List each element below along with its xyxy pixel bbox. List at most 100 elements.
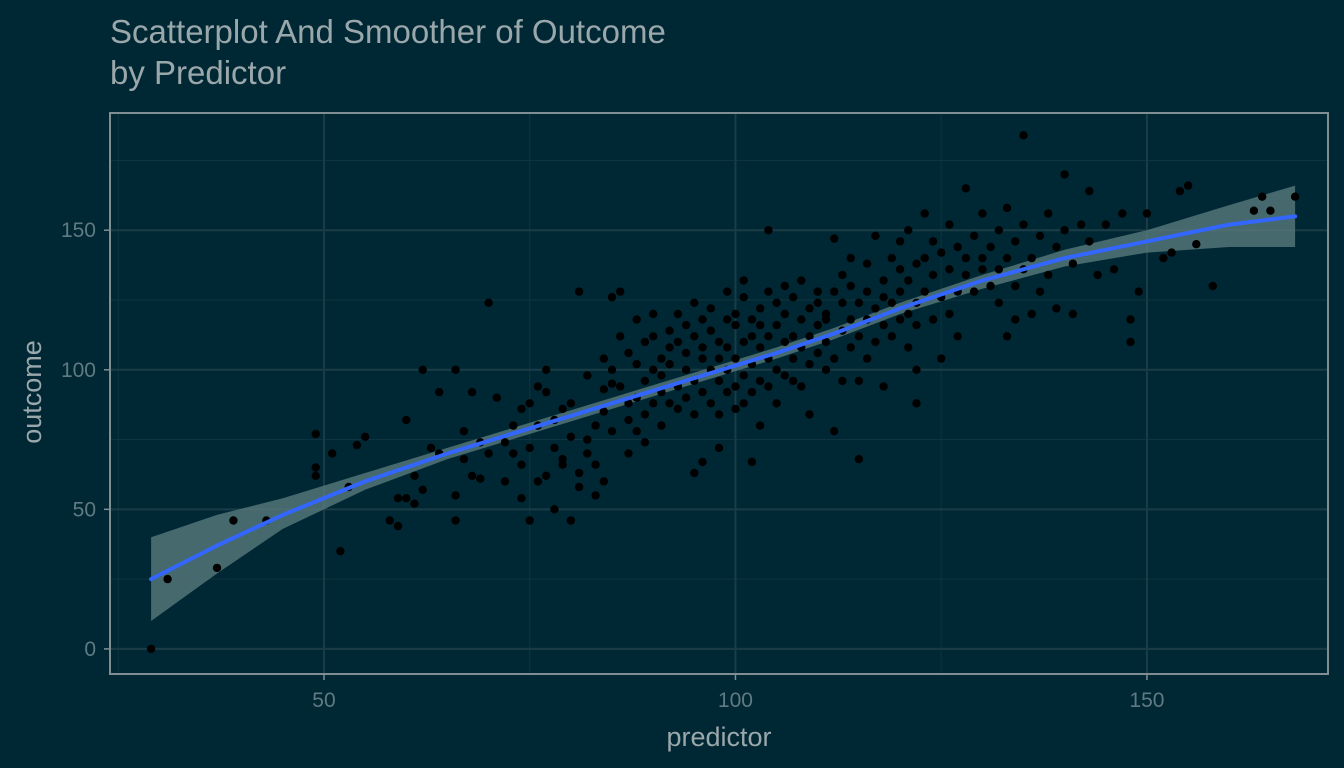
data-point <box>657 354 666 363</box>
data-point <box>616 332 625 341</box>
y-axis-title: outcome <box>17 340 47 444</box>
data-point <box>542 471 551 480</box>
data-point <box>410 471 419 480</box>
data-point <box>747 315 757 324</box>
data-point <box>805 304 814 313</box>
data-point <box>649 332 658 341</box>
data-point <box>821 337 831 347</box>
data-point <box>607 293 617 302</box>
data-point <box>542 365 551 374</box>
data-point <box>780 281 789 291</box>
data-point <box>813 287 822 296</box>
data-point <box>723 287 732 296</box>
smoother-path <box>149 214 1298 582</box>
data-point <box>879 293 888 302</box>
data-point <box>986 242 995 252</box>
data-point <box>402 415 411 425</box>
data-point <box>928 237 938 246</box>
data-point <box>830 354 839 363</box>
data-point <box>747 332 757 341</box>
data-point <box>846 315 855 324</box>
data-point <box>484 298 493 307</box>
data-point <box>830 287 839 296</box>
data-point <box>1002 332 1012 341</box>
data-point <box>714 354 724 363</box>
data-point <box>599 385 608 394</box>
data-point <box>649 309 658 319</box>
data-point <box>509 421 518 430</box>
data-point <box>928 270 938 280</box>
data-point <box>862 287 872 296</box>
data-point <box>607 379 617 388</box>
data-point <box>681 393 691 402</box>
data-point <box>558 404 567 414</box>
data-point <box>574 468 584 478</box>
data-point <box>599 407 608 416</box>
x-axis-title: predictor <box>666 722 771 752</box>
data-point <box>747 457 757 467</box>
data-point <box>805 410 814 419</box>
data-point <box>904 309 913 319</box>
data-point <box>706 399 715 408</box>
data-point <box>1192 240 1201 249</box>
x-tick-label: 100 <box>718 689 753 712</box>
data-point <box>550 505 559 514</box>
data-point <box>698 457 707 467</box>
data-point <box>607 427 617 436</box>
data-point <box>385 516 394 525</box>
data-point <box>764 382 773 391</box>
data-point <box>714 443 724 453</box>
data-point <box>731 320 740 330</box>
data-point <box>879 276 888 285</box>
data-point <box>1085 186 1094 196</box>
data-point <box>583 371 592 380</box>
data-point <box>945 220 954 229</box>
data-point <box>467 471 477 480</box>
data-point <box>533 382 543 391</box>
data-point <box>1052 242 1061 252</box>
data-point <box>739 371 748 380</box>
data-point <box>1085 237 1094 246</box>
data-point <box>780 371 789 380</box>
data-point <box>887 253 896 263</box>
data-point <box>410 499 419 508</box>
data-point <box>895 265 905 274</box>
data-point <box>961 253 971 263</box>
data-point <box>624 399 633 408</box>
data-point <box>640 376 650 386</box>
confidence-band <box>151 185 1296 621</box>
data-point <box>566 399 576 408</box>
data-point <box>525 443 534 453</box>
data-point <box>1052 304 1061 313</box>
data-point <box>1134 287 1143 296</box>
data-point <box>665 343 674 352</box>
chart-subtitle: by Predictor <box>110 54 286 91</box>
data-point <box>945 265 954 274</box>
data-point <box>912 399 921 408</box>
data-point <box>714 410 724 419</box>
data-point <box>451 365 460 374</box>
data-point <box>1019 220 1028 229</box>
data-point <box>1002 253 1012 263</box>
data-point <box>681 365 691 374</box>
data-point <box>566 516 576 525</box>
data-point <box>690 332 699 341</box>
data-point <box>969 231 979 240</box>
data-point <box>212 563 222 573</box>
data-point <box>780 309 789 319</box>
data-point <box>764 332 773 341</box>
data-point <box>583 435 592 444</box>
data-point <box>492 393 501 402</box>
data-point <box>665 326 674 335</box>
data-point <box>352 440 362 450</box>
data-point <box>1167 248 1176 257</box>
data-point <box>451 491 460 500</box>
data-point <box>1266 206 1275 215</box>
data-point <box>912 259 921 268</box>
data-point <box>566 432 576 441</box>
data-point <box>994 226 1003 235</box>
data-point <box>698 343 707 352</box>
data-point <box>607 365 617 374</box>
chart-title: Scatterplot And Smoother of Outcome <box>110 13 666 50</box>
data-point <box>1126 315 1135 324</box>
